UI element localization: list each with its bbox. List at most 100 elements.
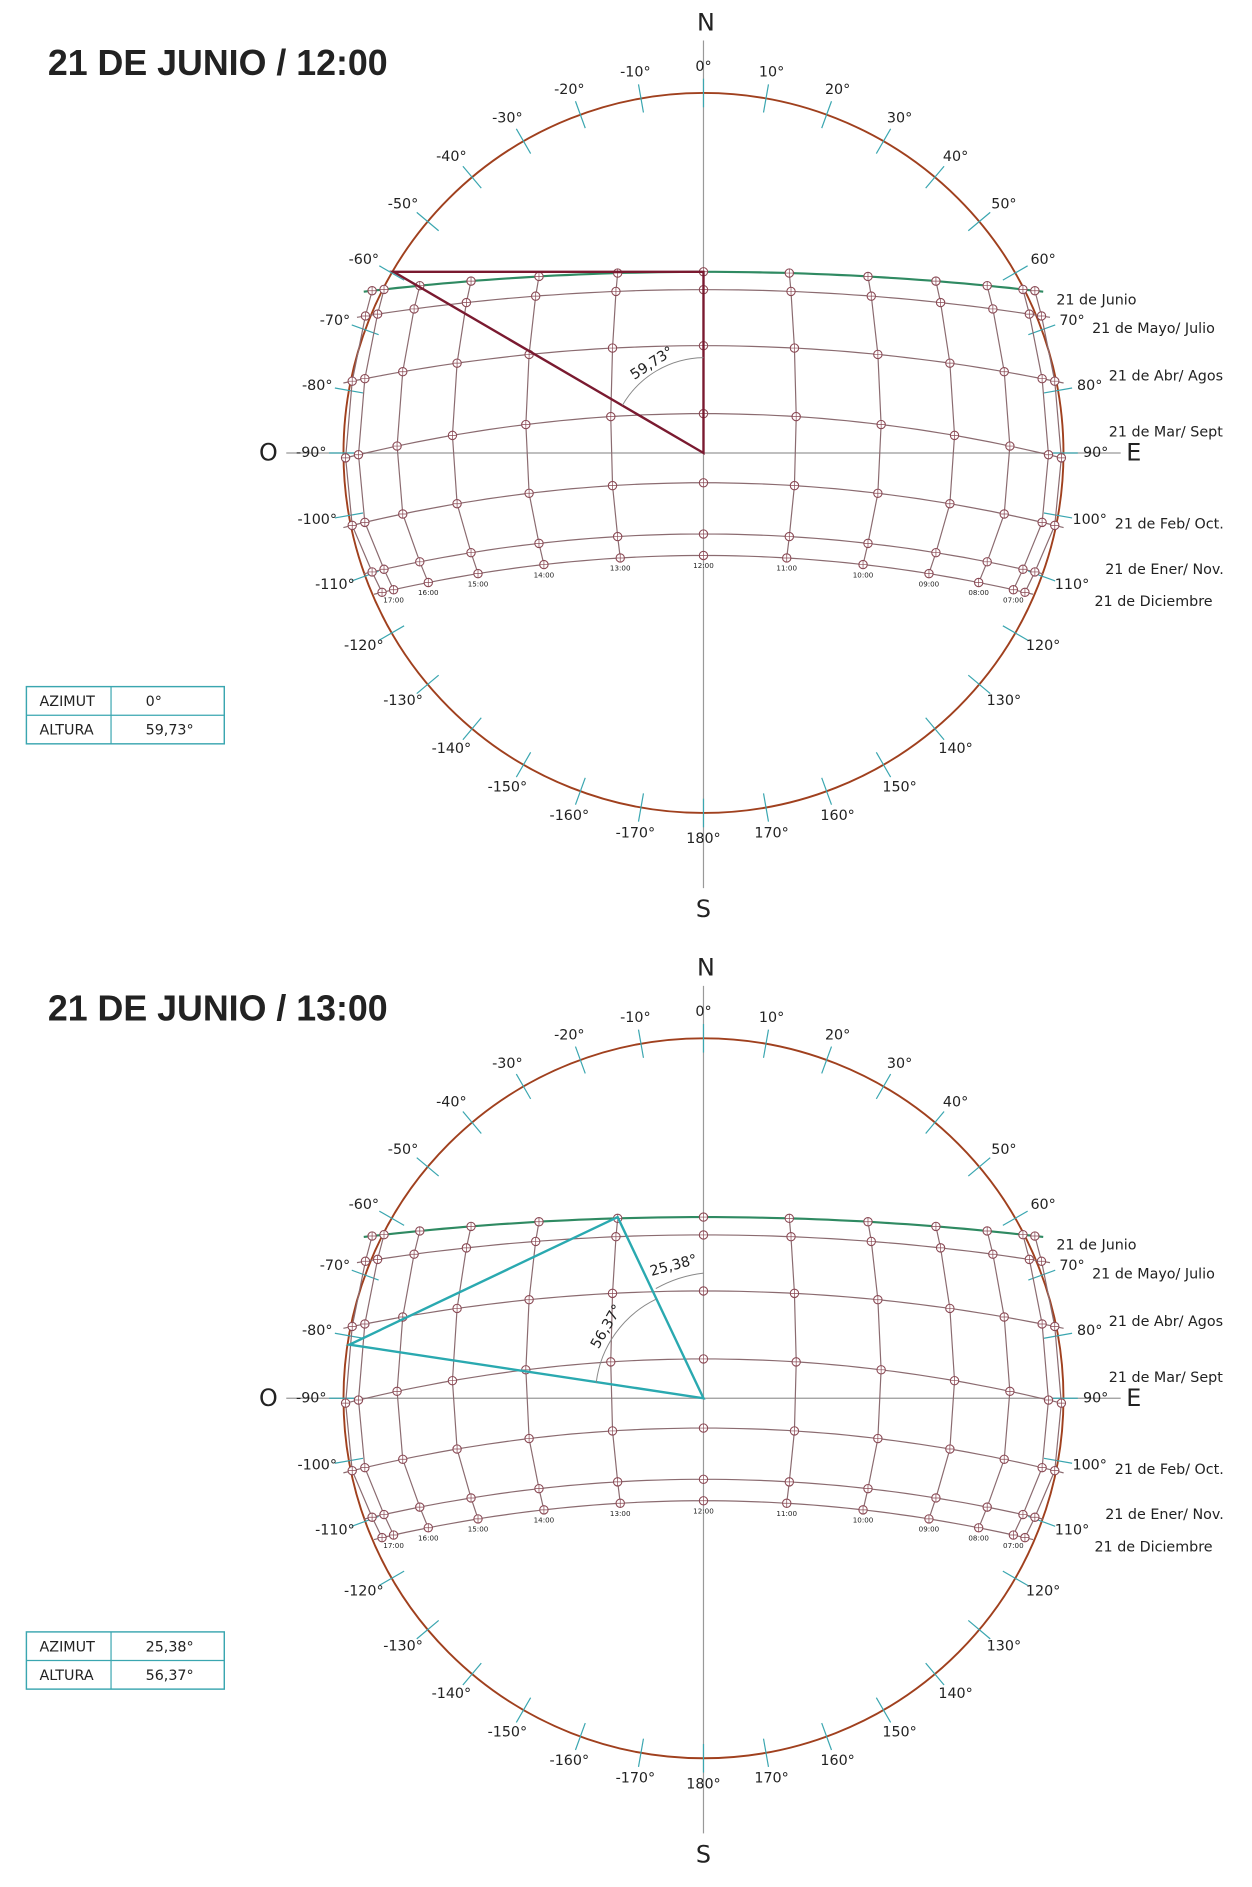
degree-tick [637, 1738, 645, 1767]
degree-tick [379, 1210, 405, 1226]
grid-marker-cross [1037, 1319, 1047, 1329]
grid-marker-cross [792, 1357, 801, 1367]
grid-marker-cross [360, 374, 370, 383]
grid-marker-cross [699, 1496, 708, 1505]
degree-label: -80° [302, 1323, 333, 1339]
panel: 21 DE JUNIO / 13:00 N S O E 0° 10° 20° 30° 40° 50°… [25, 954, 1224, 1869]
table-key: AZIMUT [40, 1639, 96, 1655]
degree-label: 130° [987, 1639, 1021, 1655]
degree-tick [416, 211, 440, 232]
grid-marker-cross [931, 548, 941, 557]
grid-marker-cross [873, 350, 883, 359]
degree-label: -130° [383, 693, 423, 709]
degree-label: 20° [825, 1027, 850, 1043]
hour-line [928, 280, 956, 574]
grid-marker-cross [367, 286, 377, 295]
grid-marker-cross [1025, 309, 1034, 319]
grid-marker-cross [974, 1523, 983, 1532]
grid-marker-cross [398, 1455, 407, 1464]
degree-tick [967, 1620, 991, 1640]
grid-marker-cross [448, 431, 457, 440]
grid-marker-cross [360, 1319, 370, 1329]
hour-label: 17:00 [383, 1541, 404, 1550]
grid-marker-cross [377, 1533, 387, 1542]
degree-tick [637, 793, 645, 822]
degree-tick [462, 717, 482, 741]
hour-line [451, 1226, 479, 1520]
grid-marker-cross [931, 1222, 941, 1231]
degree-label: 90° [1083, 445, 1108, 461]
hour-label: 11:00 [776, 564, 797, 573]
grid-marker-cross [950, 1376, 959, 1385]
degree-label: 10° [759, 1010, 784, 1026]
grid-marker-cross [1030, 567, 1040, 577]
grid-marker-cross [466, 1493, 476, 1503]
hour-label: 10:00 [853, 570, 874, 579]
degree-label: 170° [754, 825, 788, 841]
hour-label: 08:00 [968, 588, 989, 597]
degree-label: -120° [344, 1583, 384, 1599]
grid-marker-cross [1018, 1510, 1028, 1519]
hour-line [451, 280, 479, 574]
degree-tick [1043, 512, 1073, 519]
grid-marker-cross [936, 1243, 945, 1253]
degree-tick [821, 1046, 833, 1074]
grid-marker-cross [524, 1434, 534, 1443]
grid-marker-cross [348, 1322, 357, 1331]
grid-marker-cross [1005, 441, 1015, 451]
grid-marker-cross [1050, 1322, 1059, 1331]
grid-marker-cross [863, 1217, 873, 1226]
grid-marker-cross [534, 539, 544, 548]
grid-marker-cross [1005, 1387, 1015, 1396]
degree-label: 50° [991, 197, 1016, 213]
grid-marker-cross [524, 1295, 534, 1304]
degree-label: -150° [488, 1725, 528, 1741]
grid-marker-cross [782, 1499, 791, 1508]
grid-marker-cross [341, 453, 350, 463]
grid-marker-cross [415, 1226, 424, 1236]
degree-tick [762, 1029, 770, 1058]
degree-label: 160° [820, 1753, 854, 1769]
grid-marker-cross [608, 1289, 617, 1298]
grid-marker-cross [539, 560, 549, 569]
grid-marker-cross [945, 1304, 955, 1313]
degree-tick [875, 128, 892, 154]
hour-label: 16:00 [418, 588, 439, 597]
grid-marker-cross [389, 585, 398, 594]
grid-marker-cross [983, 1226, 992, 1236]
grid-marker-cross [398, 509, 407, 519]
sun-triangle [345, 1215, 706, 1400]
degree-label: -160° [550, 1753, 590, 1769]
grid-marker-cross [931, 1493, 941, 1503]
grid-marker-cross [858, 560, 868, 569]
degree-tick [762, 1738, 770, 1767]
grid-marker-cross [354, 450, 363, 459]
grid-marker-cross [534, 1217, 544, 1226]
grid-marker-cross [863, 1484, 873, 1493]
grid-marker-cross [379, 1510, 389, 1519]
grid-marker-cross [1020, 1533, 1030, 1542]
grid-marker-cross [466, 1222, 476, 1231]
degree-tick [334, 387, 364, 394]
hour-line [862, 1221, 882, 1510]
degree-tick [762, 84, 770, 113]
date-label: 21 de Ener/ Nov. [1105, 1507, 1224, 1523]
degree-label: -60° [349, 252, 380, 268]
degree-label: 170° [754, 1771, 788, 1787]
grid-marker-cross [867, 291, 876, 301]
grid-marker-cross [699, 1475, 708, 1484]
degree-tick [925, 717, 945, 741]
grid-marker-cross [792, 412, 801, 421]
sun-triangle [389, 270, 705, 456]
degree-label: -30° [492, 1056, 522, 1072]
degree-tick [334, 512, 364, 519]
angle-arc [595, 1298, 657, 1383]
hour-line [525, 276, 545, 565]
compass-w: O [259, 439, 278, 467]
compass-n: N [697, 954, 715, 982]
degree-label: -50° [388, 197, 419, 213]
degree-label: 180° [686, 1776, 720, 1792]
degree-tick [637, 1029, 645, 1058]
degree-label: 150° [882, 779, 916, 795]
grid-marker-cross [409, 304, 419, 314]
